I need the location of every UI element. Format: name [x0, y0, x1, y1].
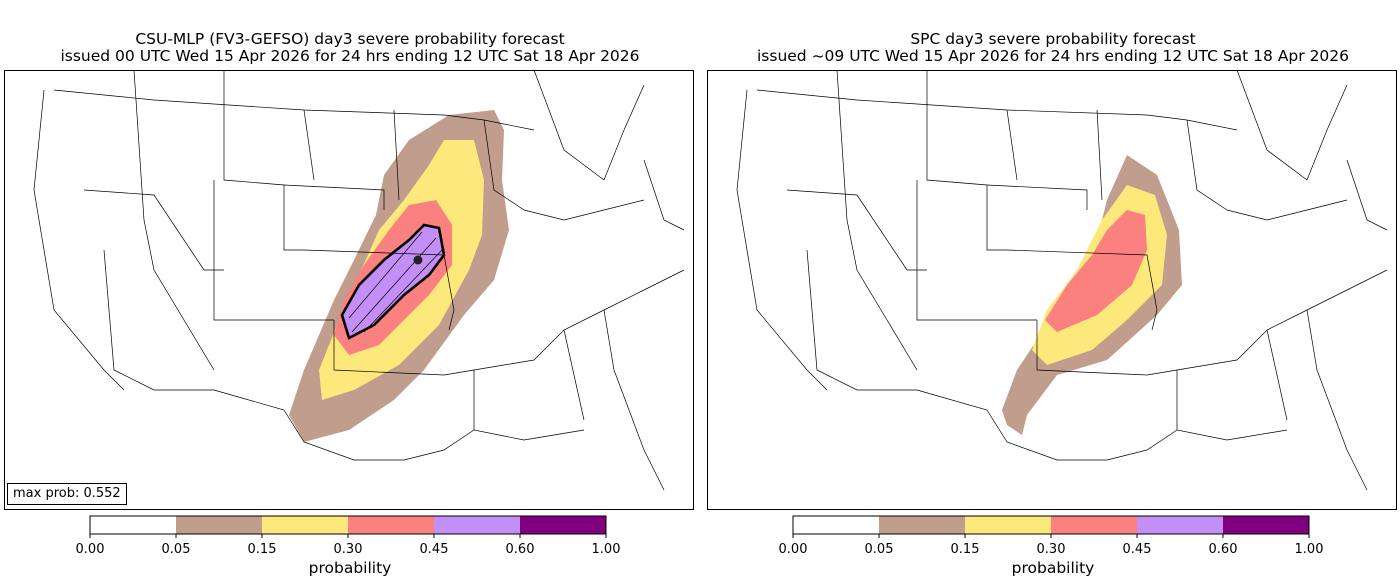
colorbar-bin: [90, 516, 176, 534]
colorbar-bin: [1223, 516, 1309, 534]
colorbar-tick-label: 0.15: [951, 542, 980, 557]
right-title-line1: SPC day3 severe probability forecast: [910, 30, 1196, 48]
colorbar-tick-label: 0.05: [162, 542, 191, 557]
left-boundaries: [33, 70, 685, 491]
right-title: SPC day3 severe probability forecast iss…: [703, 31, 1400, 65]
colorbar-tick-label: 0.05: [865, 542, 894, 557]
colorbar-bin: [434, 516, 520, 534]
right-prob-0.30-area: [1045, 210, 1147, 332]
left-prob-0.45-area: [342, 225, 444, 338]
colorbar-bin: [1137, 516, 1223, 534]
colorbar-bin: [520, 516, 606, 534]
colorbar-tick-label: 0.00: [779, 542, 808, 557]
colorbar-tick-label: 1.00: [592, 542, 621, 557]
right-probability-fills: [1002, 155, 1182, 435]
colorbar-bin: [348, 516, 434, 534]
left-title-line1: CSU-MLP (FV3-GEFSO) day3 severe probabil…: [135, 30, 565, 48]
left-max-prob-dot: [413, 255, 423, 265]
left-colorbar-label: probability: [308, 559, 392, 577]
colorbar-tick-label: 1.00: [1295, 542, 1324, 557]
colorbar-bin: [262, 516, 348, 534]
right-colorbar-label: probability: [1011, 559, 1095, 577]
left-map: [4, 70, 694, 510]
left-map-panel: CSU-MLP (FV3-GEFSO) day3 severe probabil…: [0, 31, 700, 577]
colorbar-tick-label: 0.15: [248, 542, 277, 557]
colorbar-bin: [965, 516, 1051, 534]
colorbar-bin: [1051, 516, 1137, 534]
left-max-prob-box: max prob: 0.552: [7, 483, 127, 505]
colorbar-bin: [793, 516, 879, 534]
colorbar-tick-label: 0.45: [1123, 542, 1152, 557]
right-title-line2: issued ~09 UTC Wed 15 Apr 2026 for 24 hr…: [756, 47, 1350, 65]
colorbar-tick-label: 0.30: [334, 542, 363, 557]
right-boundaries: [736, 70, 1388, 491]
colorbar-tick-label: 0.45: [420, 542, 449, 557]
left-title: CSU-MLP (FV3-GEFSO) day3 severe probabil…: [0, 31, 700, 65]
colorbar-bin: [879, 516, 965, 534]
left-title-line2: issued 00 UTC Wed 15 Apr 2026 for 24 hrs…: [60, 47, 640, 65]
right-map-panel: SPC day3 severe probability forecast iss…: [703, 0, 1400, 580]
colorbar-bin: [176, 516, 262, 534]
colorbar-tick-label: 0.00: [76, 542, 105, 557]
left-colorbar: 0.00 0.05 0.15 0.30 0.45 0.60 1.00: [76, 515, 621, 557]
left-hatched-region: [348, 231, 443, 333]
colorbar-tick-label: 0.60: [506, 542, 535, 557]
left-probability-fills: [289, 110, 509, 442]
left-significant-contour: [340, 223, 446, 340]
right-map: [707, 70, 1397, 510]
right-colorbar: 0.00 0.05 0.15 0.30 0.45 0.60 1.00: [779, 515, 1324, 557]
colorbar-tick-label: 0.30: [1037, 542, 1066, 557]
colorbar-tick-label: 0.60: [1209, 542, 1238, 557]
